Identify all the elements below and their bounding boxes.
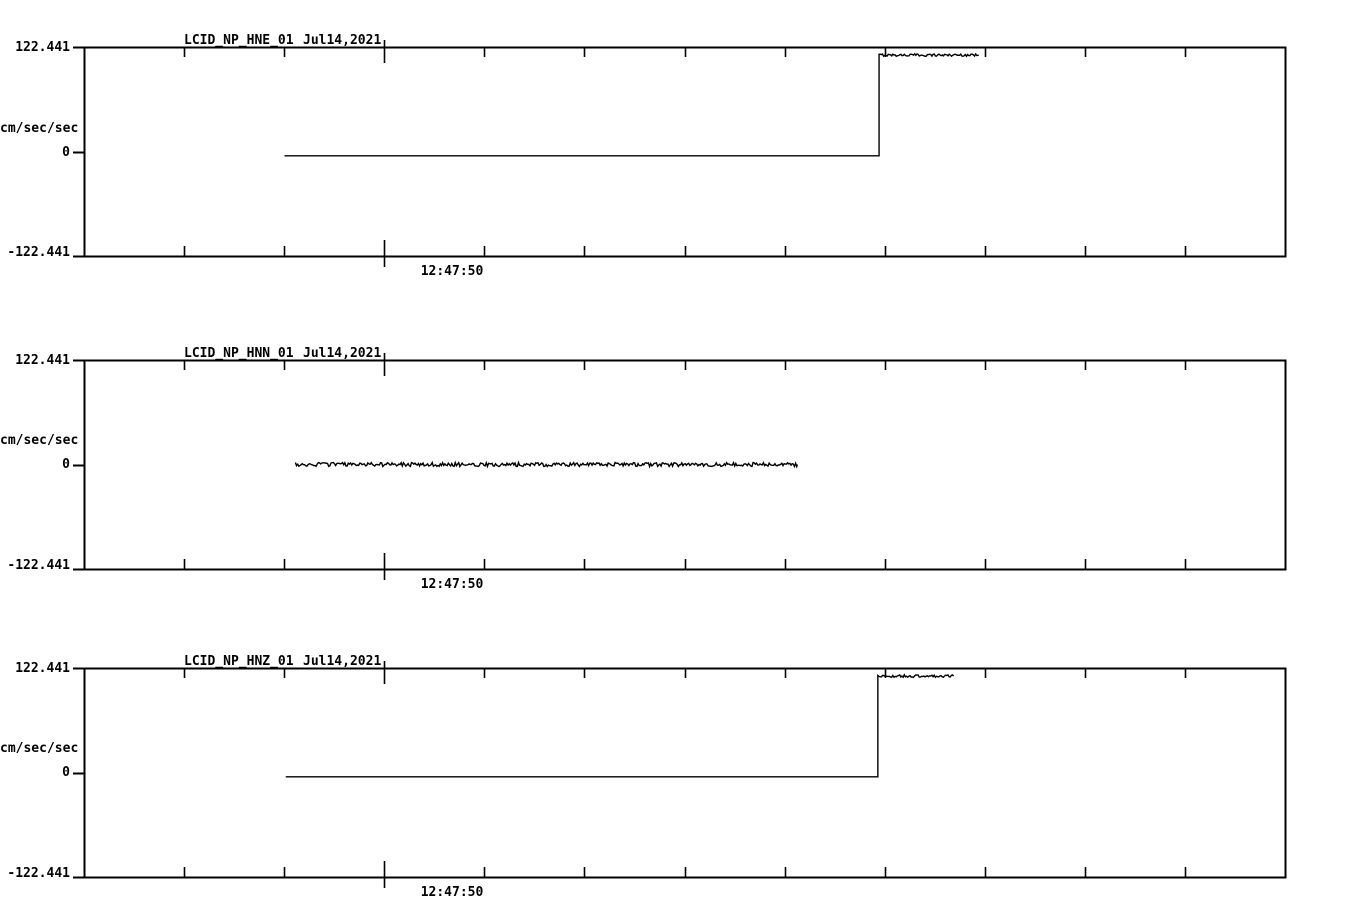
plot-frame-hne <box>73 40 1287 267</box>
panel-title-hnz: LCID_NP_HNZ_01 <box>184 654 294 669</box>
y-axis-max-label-hnn: 122.441 <box>15 353 70 368</box>
panel-date-hne: Jul14,2021 <box>303 33 382 48</box>
plot-border <box>83 667 1287 879</box>
y-axis-unit-label-hnn: cm/sec/sec <box>0 433 79 448</box>
plot-border <box>83 359 1287 571</box>
panel-date-hnn: Jul14,2021 <box>303 346 382 361</box>
y-axis-min-label-hnn: -122.441 <box>7 558 70 573</box>
panel-title-hnn: LCID_NP_HNN_01 <box>184 346 294 361</box>
plot-frame-hnn <box>73 353 1287 580</box>
panel-title-hne: LCID_NP_HNE_01 <box>184 33 294 48</box>
y-axis-unit-label-hnz: cm/sec/sec <box>0 741 79 756</box>
panel-date-hnz: Jul14,2021 <box>303 654 382 669</box>
y-axis-zero-label-hne: 0 <box>62 145 70 160</box>
y-axis-min-label-hne: -122.441 <box>7 245 70 260</box>
y-axis-zero-label-hnz: 0 <box>62 765 70 780</box>
waveform-panel-hnn: 122.441 cm/sec/sec 0 -122.441 LCID_NP_HN… <box>0 306 1358 606</box>
waveform-panel-hne: 122.441 cm/sec/sec 0 -122.441 LCID_NP_HN… <box>0 0 1358 300</box>
x-axis-time-label-hnn: 12:47:50 <box>420 577 484 592</box>
plot-border <box>83 46 1287 258</box>
x-axis-time-label-hnz: 12:47:50 <box>420 885 484 900</box>
y-axis-max-label-hne: 122.441 <box>15 40 70 55</box>
x-axis-time-label-hne: 12:47:50 <box>420 264 484 279</box>
plot-frame-hnz <box>73 661 1287 888</box>
waveform-panel-hnz: 122.441 cm/sec/sec 0 -122.441 LCID_NP_HN… <box>0 614 1358 924</box>
y-axis-min-label-hnz: -122.441 <box>7 866 70 881</box>
y-axis-max-label-hnz: 122.441 <box>15 661 70 676</box>
waveform-trace-hnn_01 <box>294 460 799 469</box>
waveform-trace-hnz_01 <box>285 673 955 778</box>
waveform-trace-hne_01 <box>284 52 979 157</box>
y-axis-zero-label-hnn: 0 <box>62 457 70 472</box>
y-axis-unit-label-hne: cm/sec/sec <box>0 121 79 136</box>
